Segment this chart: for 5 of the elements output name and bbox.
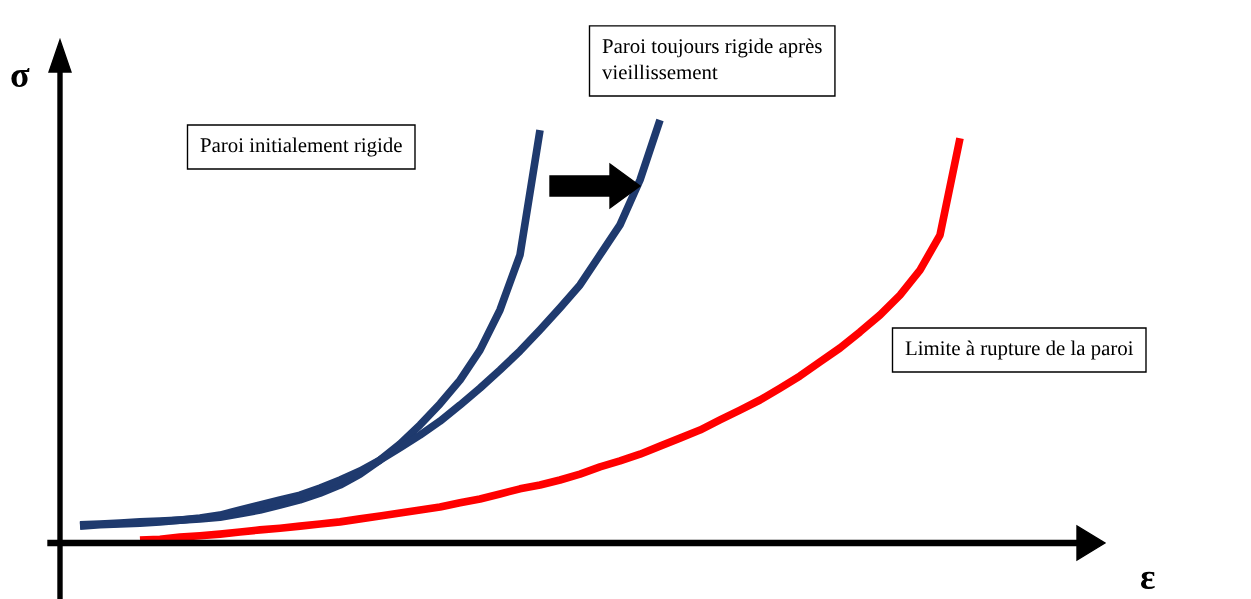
annotation: Limite à rupture de la paroi bbox=[905, 340, 1134, 360]
text: Paroi toujours rigide après vieillissement bbox=[602, 38, 822, 80]
y-axis-title: σ bbox=[11, 67, 30, 88]
annotation: Paroi initialement rigide bbox=[200, 137, 402, 157]
x-axis-title: ε bbox=[1140, 571, 1155, 590]
